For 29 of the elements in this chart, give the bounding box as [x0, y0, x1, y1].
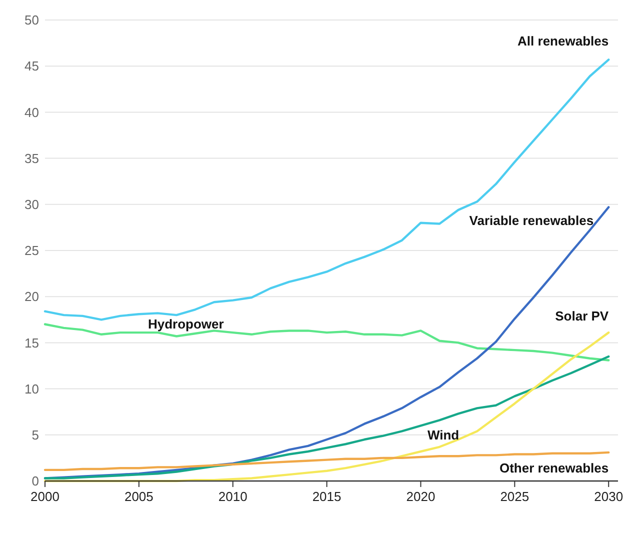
y-tick-label: 20: [24, 289, 39, 304]
series-label: Other renewables: [499, 460, 609, 476]
series-label: Variable renewables: [469, 213, 594, 228]
x-tick-label: 2030: [594, 489, 624, 504]
x-tick-label: 2025: [500, 489, 530, 504]
y-tick-label: 15: [24, 335, 39, 350]
line-series: [44, 451, 610, 472]
y-tick-label: 5: [32, 427, 39, 442]
x-tick-label: 2010: [218, 489, 248, 504]
y-tick-label: 25: [24, 243, 39, 258]
y-tick-label: 45: [24, 58, 39, 74]
series-label: Wind: [427, 428, 460, 443]
y-tick-label: 35: [24, 150, 39, 166]
x-tick-label: 2000: [30, 489, 60, 504]
x-tick-label: 2005: [124, 489, 154, 504]
y-tick-label: 0: [32, 474, 39, 489]
x-tick-label: 2015: [312, 489, 342, 504]
y-tick-label: 50: [24, 12, 39, 28]
line-series: [44, 206, 610, 480]
series-label: Solar PV: [555, 308, 609, 324]
line-series: [44, 355, 610, 480]
line-series: [44, 58, 610, 321]
series-label: Hydropower: [148, 316, 224, 332]
y-tick-label: 40: [24, 104, 39, 120]
series-label: All renewables: [518, 34, 609, 49]
y-tick-label: 30: [24, 196, 39, 212]
y-tick-label: 10: [24, 381, 39, 396]
x-tick-label: 2020: [406, 489, 436, 504]
line-series: [44, 331, 610, 482]
